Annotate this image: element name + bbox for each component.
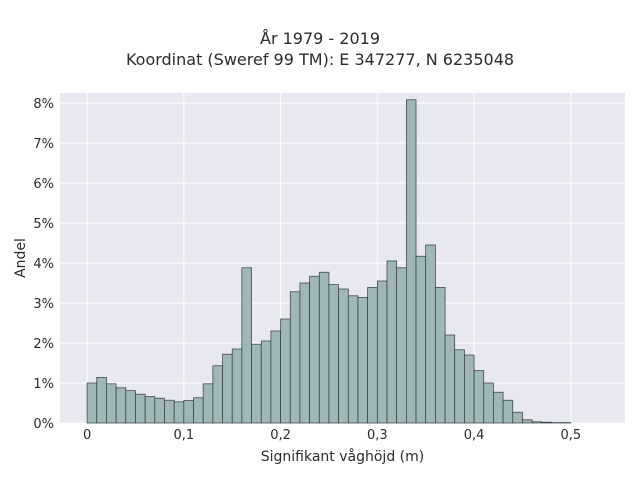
y-tick-label: 4% (33, 257, 54, 272)
histogram-bar (309, 275, 320, 424)
histogram-bar (541, 421, 552, 424)
y-tick-label: 5% (33, 217, 54, 232)
y-axis-ticks: 0% 1% 2% 3% 4% 5% 6% 7% 8% (33, 97, 54, 432)
y-axis-label: Andel (13, 238, 29, 278)
x-axis-ticks: 0 0,1 0,2 0,3 0,4 0,5 (83, 428, 581, 443)
x-tick-label: 0,1 (173, 428, 194, 443)
histogram-bar (260, 340, 272, 424)
histogram-bar (251, 343, 262, 424)
x-tick-label: 0,4 (464, 428, 485, 443)
histogram-bar (241, 267, 252, 424)
histogram-bar (289, 291, 301, 424)
y-tick-label: 0% (33, 417, 54, 432)
histogram-bar (183, 400, 194, 424)
histogram-bar (386, 260, 398, 424)
histogram-bar (415, 255, 427, 424)
histogram-bar (483, 382, 494, 424)
y-tick-label: 1% (33, 377, 54, 392)
histogram-bar (164, 399, 175, 424)
histogram-bar (193, 397, 204, 424)
histogram-bar (173, 401, 185, 424)
histogram-bar (473, 370, 485, 424)
histogram-bar (454, 349, 465, 424)
histogram-bar (222, 353, 233, 424)
histogram-bar (270, 330, 281, 424)
chart-title: År 1979 - 2019 (260, 29, 380, 48)
histogram-bar (493, 391, 504, 424)
x-tick-label: 0,2 (270, 428, 291, 443)
histogram-bar (376, 280, 388, 424)
histogram-bar (338, 288, 349, 424)
histogram-bar (464, 354, 475, 424)
histogram-bar (396, 267, 407, 424)
histogram-bar (512, 411, 523, 424)
histogram-bar (106, 383, 117, 424)
histogram-bar (231, 348, 243, 424)
x-axis-label: Signifikant våghöjd (m) (261, 448, 424, 465)
y-tick-label: 8% (33, 97, 54, 112)
histogram-bar (280, 318, 291, 424)
histogram-bar (502, 399, 514, 424)
histogram-bar (86, 382, 98, 424)
histogram-bar (318, 271, 330, 424)
chart-subtitle: Koordinat (Sweref 99 TM): E 347277, N 62… (125, 50, 515, 69)
histogram-bar (202, 383, 214, 424)
x-tick-label: 0,3 (367, 428, 388, 443)
y-tick-label: 2% (33, 337, 54, 352)
histogram-bar (531, 421, 543, 424)
histogram-bar (212, 365, 223, 424)
x-tick-label: 0,5 (560, 428, 581, 443)
histogram-bar (406, 99, 417, 424)
histogram-bar (347, 295, 359, 424)
histogram-bar (96, 377, 107, 424)
bars (86, 99, 572, 424)
histogram-bar (328, 284, 339, 424)
histogram-bar (522, 419, 533, 424)
y-tick-label: 3% (33, 297, 54, 312)
histogram-bar (444, 334, 456, 424)
histogram-bar (115, 387, 127, 424)
histogram-bar (367, 287, 378, 424)
histogram-bar (125, 390, 136, 424)
histogram-bar (357, 297, 369, 424)
histogram-bar (435, 287, 446, 424)
x-tick-label: 0 (83, 428, 91, 443)
histogram-bar (135, 393, 146, 424)
histogram-bar (425, 244, 436, 424)
histogram-bar (144, 396, 156, 424)
histogram-bar (299, 282, 310, 424)
histogram-bar (154, 397, 165, 424)
y-tick-label: 6% (33, 177, 54, 192)
y-tick-label: 7% (33, 137, 54, 152)
